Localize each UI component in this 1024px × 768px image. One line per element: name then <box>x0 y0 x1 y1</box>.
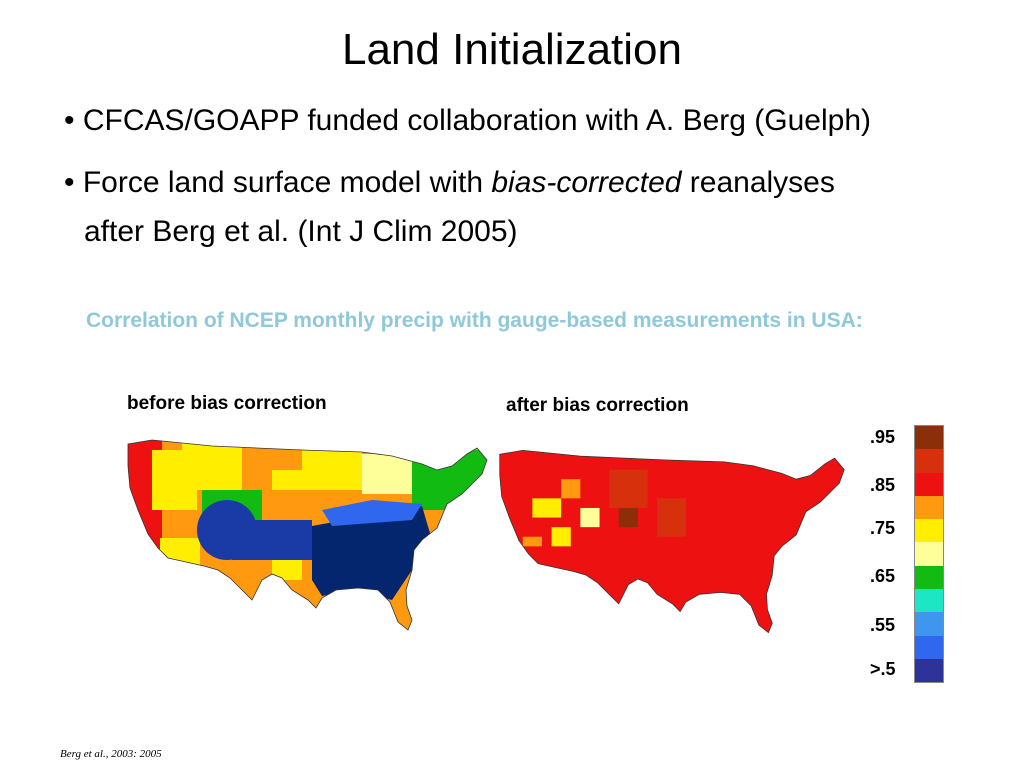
bullet-force-model-continuation: after Berg et al. (Int J Clim 2005) <box>84 215 518 248</box>
color-legend-bar <box>914 425 944 684</box>
legend-label-75: .75 <box>870 518 896 538</box>
legend-label-85: .85 <box>870 475 896 495</box>
legend-swatch <box>915 658 943 683</box>
slide-title: Land Initialization <box>341 25 682 74</box>
before-map-caption: before bias correction <box>127 393 327 414</box>
legend-swatch <box>915 542 943 566</box>
bullet-force-model: • Force land surface model with bias-cor… <box>64 166 835 200</box>
after-correction-map <box>499 450 845 634</box>
legend-label-95: .95 <box>870 427 896 447</box>
legend-swatch <box>915 612 943 636</box>
bullet-force-model-text: • Force land surface model with <box>64 166 492 199</box>
legend-swatch <box>915 472 943 496</box>
legend-label-65: .65 <box>870 566 896 586</box>
figure-subtitle: Correlation of NCEP monthly precip with … <box>86 309 863 332</box>
legend-swatch <box>915 565 943 590</box>
legend-swatch <box>915 519 943 543</box>
source-citation: Berg et al., 2003: 2005 <box>60 748 162 760</box>
legend-swatch <box>915 635 943 659</box>
legend-label-gt5: >.5 <box>870 659 896 679</box>
after-map-caption: after bias correction <box>506 395 689 416</box>
bullet-collaboration: • CFCAS/GOAPP funded collaboration with … <box>64 104 872 137</box>
legend-label-55: .55 <box>870 615 896 635</box>
before-correction-map <box>127 439 488 631</box>
legend-swatch <box>915 449 943 473</box>
bullet-force-model-suffix: reanalyses <box>681 166 835 199</box>
legend-swatch <box>915 426 943 450</box>
legend-swatch <box>915 495 943 520</box>
legend-swatch <box>915 589 943 613</box>
bullet-force-model-italic: bias-corrected <box>491 166 682 199</box>
